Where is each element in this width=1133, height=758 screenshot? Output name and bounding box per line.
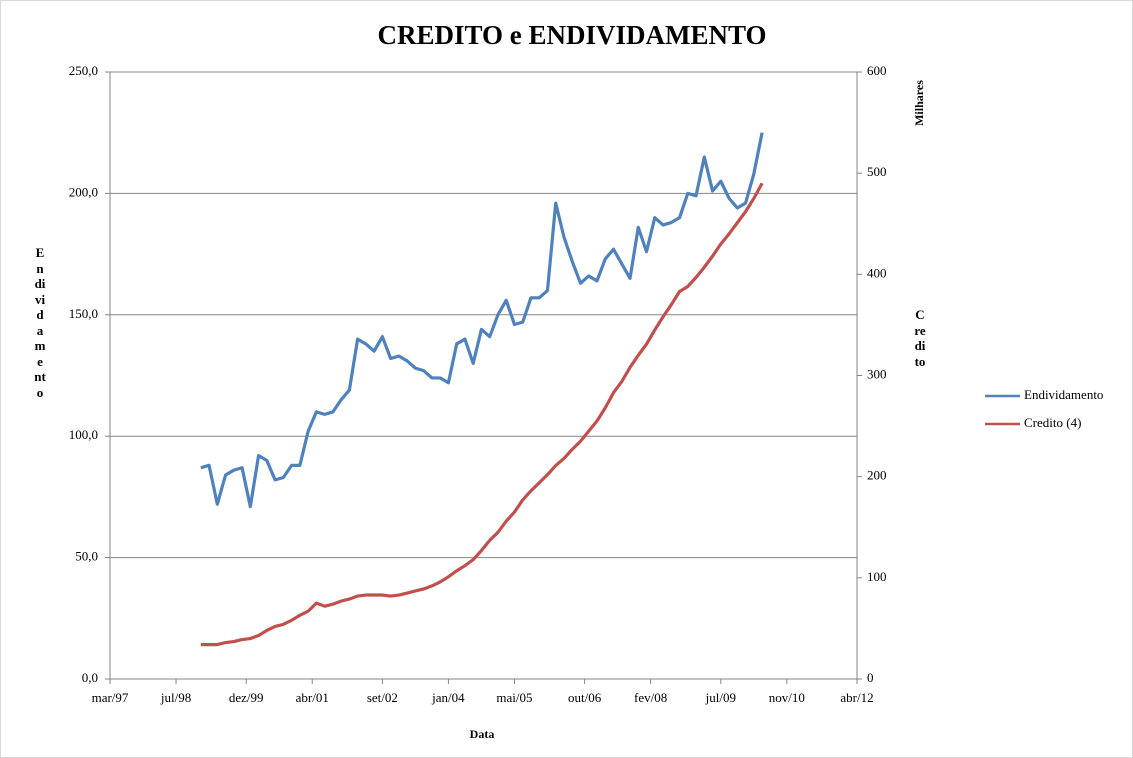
y2-tick-label: 300 — [867, 366, 887, 381]
y2-unit-label: Milhares — [912, 80, 926, 126]
y2-tick-label: 400 — [867, 265, 887, 280]
y2-tick-label: 200 — [867, 468, 887, 483]
chart-title: CREDITO e ENDIVIDAMENTO — [377, 20, 766, 50]
y2-tick-label: 100 — [867, 569, 887, 584]
y2-tick-label: 500 — [867, 164, 887, 179]
y-axis-label: Endividamento — [34, 245, 46, 400]
x-tick-label: out/06 — [568, 690, 602, 705]
legend-label: Endividamento — [1024, 387, 1103, 402]
x-tick-label: jul/09 — [705, 690, 736, 705]
x-tick-label: set/02 — [367, 690, 398, 705]
y-tick-label: 150,0 — [69, 306, 98, 321]
x-tick-label: abr/01 — [296, 690, 329, 705]
y2-tick-label: 0 — [867, 670, 874, 685]
legend-label: Credito (4) — [1024, 415, 1081, 430]
y-tick-label: 200,0 — [69, 184, 98, 199]
y2-axis-label: Credito — [914, 307, 926, 369]
x-tick-label: abr/12 — [840, 690, 873, 705]
series-line — [200, 182, 764, 647]
x-axis-label: Data — [470, 727, 495, 741]
series-line — [200, 132, 764, 509]
x-tick-label: fev/08 — [634, 690, 667, 705]
x-tick-label: dez/99 — [229, 690, 264, 705]
x-tick-label: jul/98 — [160, 690, 191, 705]
y-tick-label: 100,0 — [69, 427, 98, 442]
y2-tick-label: 600 — [867, 63, 887, 78]
y-tick-label: 50,0 — [75, 549, 98, 564]
x-tick-label: mai/05 — [496, 690, 532, 705]
y-tick-label: 250,0 — [69, 63, 98, 78]
x-tick-label: mar/97 — [92, 690, 129, 705]
x-tick-label: jan/04 — [431, 690, 465, 705]
y-tick-label: 0,0 — [82, 670, 98, 685]
x-tick-label: nov/10 — [769, 690, 805, 705]
